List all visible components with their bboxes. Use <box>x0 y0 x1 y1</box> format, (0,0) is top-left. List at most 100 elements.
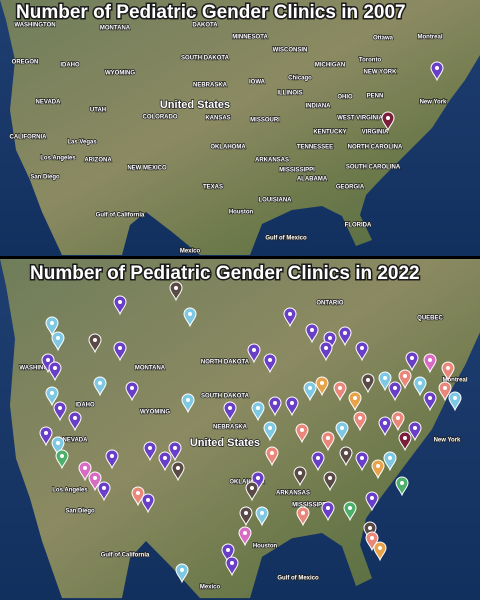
pin-dot <box>301 511 305 515</box>
map-label: SOUTH DAKOTA <box>181 56 230 62</box>
map-label: QUEBEC <box>417 316 443 322</box>
map-label: COLORADO <box>143 115 178 121</box>
pin-dot <box>316 456 320 460</box>
pin-dot <box>308 386 312 390</box>
pin <box>383 451 397 472</box>
pin <box>45 386 59 407</box>
pin-dot <box>410 356 414 360</box>
pin-body <box>45 316 59 337</box>
pin <box>88 471 102 492</box>
map-label: Montreal <box>442 378 467 384</box>
pin-body <box>55 449 69 470</box>
pin-dot <box>366 378 370 382</box>
pin <box>333 381 347 402</box>
pin <box>315 376 329 397</box>
map-label: Mexico <box>180 249 201 255</box>
pin-dot <box>358 416 362 420</box>
pin <box>355 341 369 362</box>
pin <box>371 459 385 480</box>
pin-dot <box>228 406 232 410</box>
pin-dot <box>244 511 248 515</box>
pin-body <box>238 526 252 547</box>
pin <box>388 381 402 402</box>
pin-body <box>365 491 379 512</box>
pin <box>335 421 349 442</box>
map-label: United States <box>190 437 260 449</box>
map-label: MISSISSIPPI <box>292 503 328 509</box>
map-label: New York <box>420 100 447 106</box>
map-label: INDIANA <box>306 104 332 110</box>
pin-body <box>305 323 319 344</box>
map-labels: WASHINGTON MONTANA DAKOTA MINNESOTA WISCONSI… <box>9 22 469 591</box>
pin <box>378 371 392 392</box>
pin-dot <box>360 456 364 460</box>
panel-2007 <box>0 0 480 256</box>
panel-title: Number of Pediatric Gender Clinics in 20… <box>30 263 420 284</box>
map-label: NEW YORK <box>364 70 398 76</box>
pin-body <box>171 461 185 482</box>
map-label: MISSOURI <box>250 118 280 124</box>
pin-dot <box>310 328 314 332</box>
pin-dot <box>300 428 304 432</box>
pin-body <box>333 381 347 402</box>
pin <box>303 381 317 402</box>
pin <box>68 411 82 432</box>
map-label: MONTANA <box>135 366 166 372</box>
pin-dot <box>256 406 260 410</box>
pin <box>97 481 111 502</box>
pin <box>321 501 335 522</box>
pin-dot <box>370 536 374 540</box>
pin-dot <box>56 336 60 340</box>
pin <box>448 391 462 412</box>
map-label: Gulf of California <box>101 553 150 559</box>
pin <box>263 353 277 374</box>
pin <box>430 61 444 82</box>
pin-dot <box>180 568 184 572</box>
map-label: ALABAMA <box>297 177 328 183</box>
pin-body <box>373 541 387 562</box>
map-label: MINNESOTA <box>232 35 268 41</box>
pin-body <box>378 371 392 392</box>
map-label: United States <box>160 99 230 111</box>
pin-body <box>113 295 127 316</box>
pin-dot <box>403 374 407 378</box>
pin-dot <box>453 396 457 400</box>
map-label: NEBRASKA <box>213 425 248 431</box>
pin-dot <box>383 376 387 380</box>
map-label: MICHIGAN <box>315 63 345 69</box>
pin-dot <box>378 546 382 550</box>
pin-dot <box>290 401 294 405</box>
map-label: MONTANA <box>100 26 131 32</box>
pin-body <box>53 401 67 422</box>
pin-body <box>255 506 269 527</box>
pin-dot <box>252 348 256 352</box>
map-label: Mexico <box>200 585 221 591</box>
pin-body <box>143 441 157 462</box>
pin <box>55 449 69 470</box>
pin-dot <box>298 471 302 475</box>
map-label: NEVADA <box>36 100 62 106</box>
pin-dot <box>130 386 134 390</box>
map-label: Ottawa <box>373 36 394 42</box>
map-label: TEXAS <box>203 185 223 191</box>
pin-dot <box>326 436 330 440</box>
pin <box>88 333 102 354</box>
pin-body <box>141 493 155 514</box>
pin-dot <box>173 446 177 450</box>
pin-body <box>293 466 307 487</box>
pin-body <box>448 391 462 412</box>
pin <box>423 391 437 412</box>
pin-body <box>423 391 437 412</box>
pin-body <box>391 411 405 432</box>
pin <box>391 411 405 432</box>
map-label: NEVADA <box>63 438 89 444</box>
map-label: IOWA <box>249 80 266 86</box>
pin-dot <box>393 386 397 390</box>
pin <box>245 481 259 502</box>
map-label: Los Angeles <box>52 488 88 494</box>
pin-body <box>225 556 239 577</box>
map-label: WYOMING <box>105 71 135 77</box>
pin <box>353 411 367 432</box>
pin-body <box>223 401 237 422</box>
pin-dot <box>343 331 347 335</box>
